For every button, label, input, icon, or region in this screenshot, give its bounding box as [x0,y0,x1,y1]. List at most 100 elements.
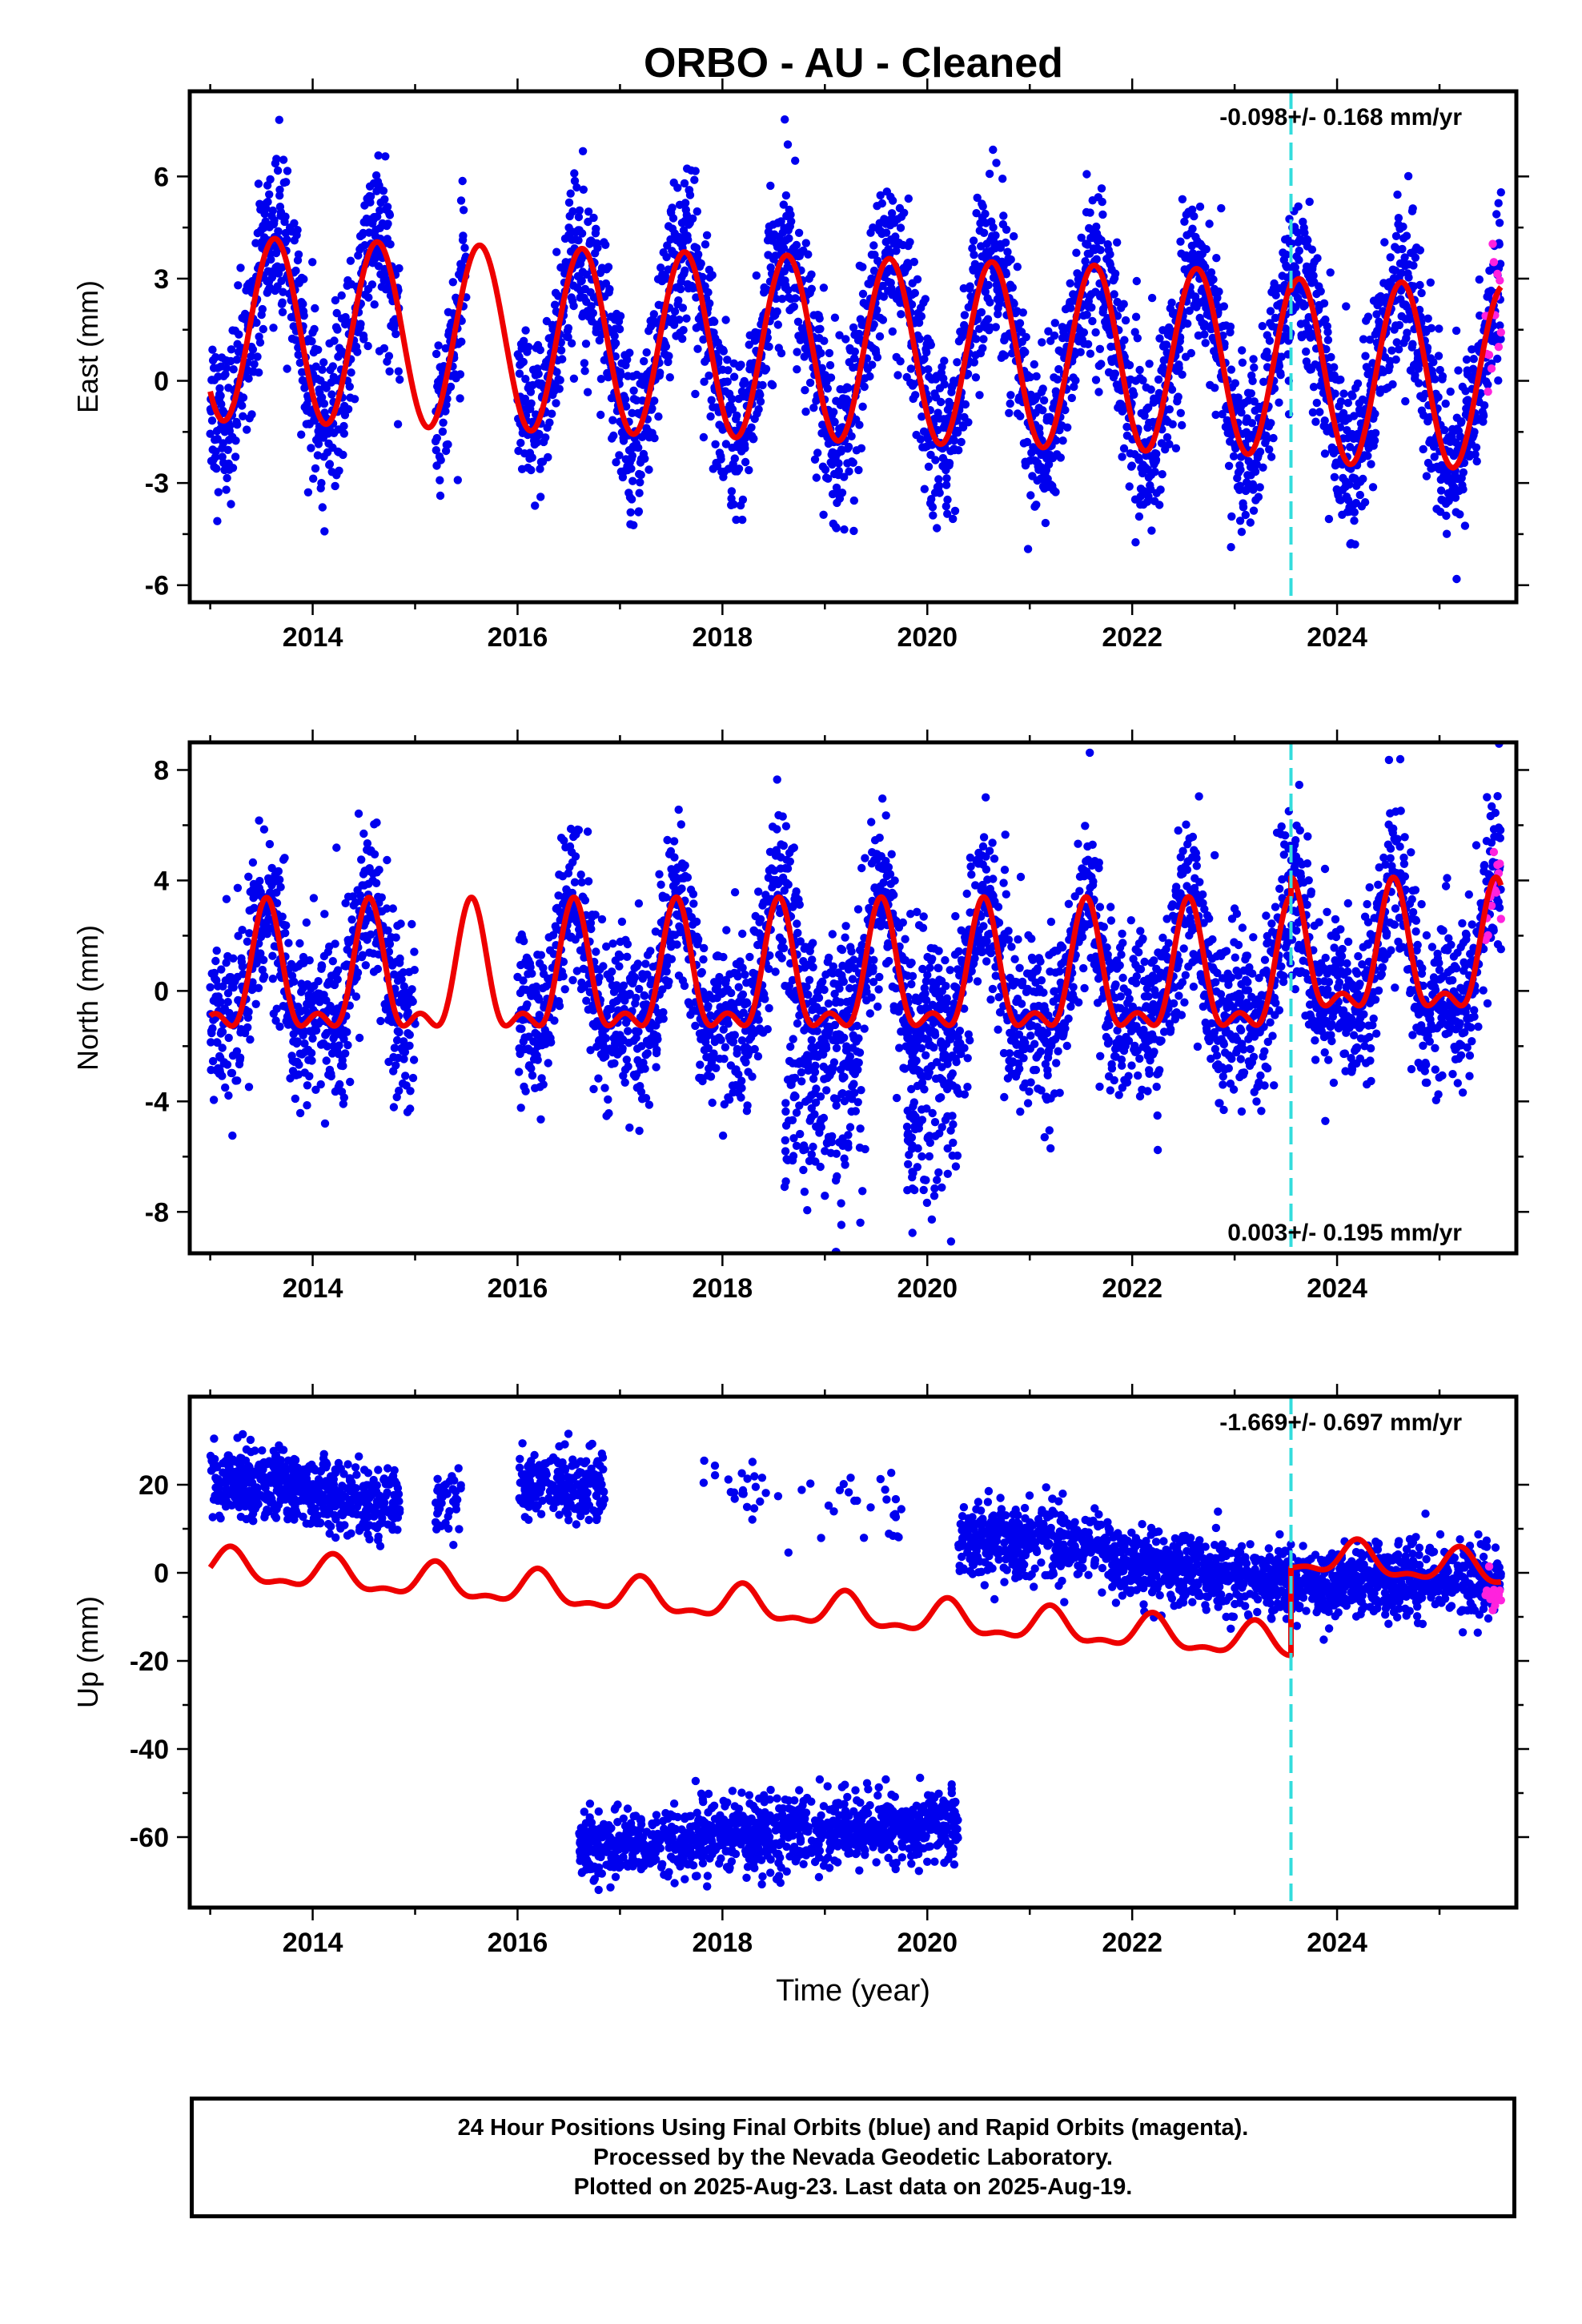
data-point [1368,483,1378,492]
data-point [789,302,798,312]
data-point [975,391,984,400]
data-point [258,304,267,314]
data-point [436,456,445,464]
data-point [1015,319,1025,328]
data-point [385,939,395,949]
data-point [268,975,277,983]
data-point [394,367,403,376]
data-point [656,263,665,272]
data-point [666,235,675,244]
data-point [1403,171,1413,181]
data-point [1319,299,1329,308]
data-point [697,259,705,268]
data-point [574,826,584,834]
data-point [250,360,259,368]
data-point [239,393,248,402]
figure-title: ORBO - AU - Cleaned [644,40,1063,86]
data-point [1459,468,1468,477]
data-point [869,241,878,250]
data-point [520,937,528,946]
data-point [1255,483,1264,492]
data-point [905,238,914,247]
data-point [766,263,775,272]
data-point [317,962,327,971]
data-point [682,314,691,323]
data-point [333,975,342,984]
data-point [970,358,979,367]
data-point [1330,472,1339,481]
data-point [592,947,600,956]
data-point [536,493,545,501]
data-point [721,316,730,324]
data-point [243,425,251,434]
data-point [372,818,381,827]
data-point [1215,287,1223,296]
data-point [1212,254,1221,263]
data-point [968,244,977,253]
data-point [222,895,231,903]
data-point [1079,328,1089,337]
data-point [550,1016,559,1025]
data-point [282,921,291,930]
data-point [1295,246,1304,255]
data-point [218,1027,227,1036]
data-point [1320,449,1330,458]
data-point [391,933,400,942]
data-point [1355,490,1365,500]
data-point [320,1119,330,1128]
data-point [794,228,804,237]
data-point [907,300,917,309]
data-point [359,335,368,344]
data-point [705,299,714,308]
data-point [577,276,586,285]
data-point [1174,344,1184,354]
data-point [244,374,253,383]
data-point [678,304,688,312]
data-point [360,241,369,250]
data-point [964,418,973,427]
data-point [604,263,613,271]
data-point [307,1056,316,1065]
data-point [327,1072,335,1081]
data-point [1464,396,1472,404]
data-point [654,412,663,421]
data-point [564,198,574,207]
data-point [266,175,275,184]
data-point [350,395,359,404]
data-point [624,1062,632,1071]
data-point [665,977,673,987]
data-point [353,348,362,356]
data-point [580,367,589,376]
data-point [408,997,417,1006]
data-point [1133,334,1142,343]
data-point [1134,512,1144,521]
data-point [793,348,801,356]
data-point [206,429,215,438]
data-point [385,367,394,376]
data-point [356,320,365,328]
data-point [327,390,336,399]
data-point [1456,510,1464,519]
data-point [612,458,620,467]
data-point [268,951,277,960]
data-point [943,495,952,505]
data-point [825,348,834,358]
data-point [236,263,245,272]
data-point [953,428,962,437]
data-point [593,243,602,252]
data-point [584,877,593,886]
data-point [693,207,701,216]
data-point [1302,347,1311,356]
data-point [1419,444,1427,454]
data-point [527,399,536,408]
data-point [781,191,791,200]
data-point [1082,170,1091,179]
data-point [1266,307,1275,316]
data-point [1188,224,1197,233]
data-point [283,235,291,244]
data-point [268,206,277,215]
data-point [1265,445,1274,454]
data-point [1367,460,1375,468]
data-point [405,1031,414,1039]
